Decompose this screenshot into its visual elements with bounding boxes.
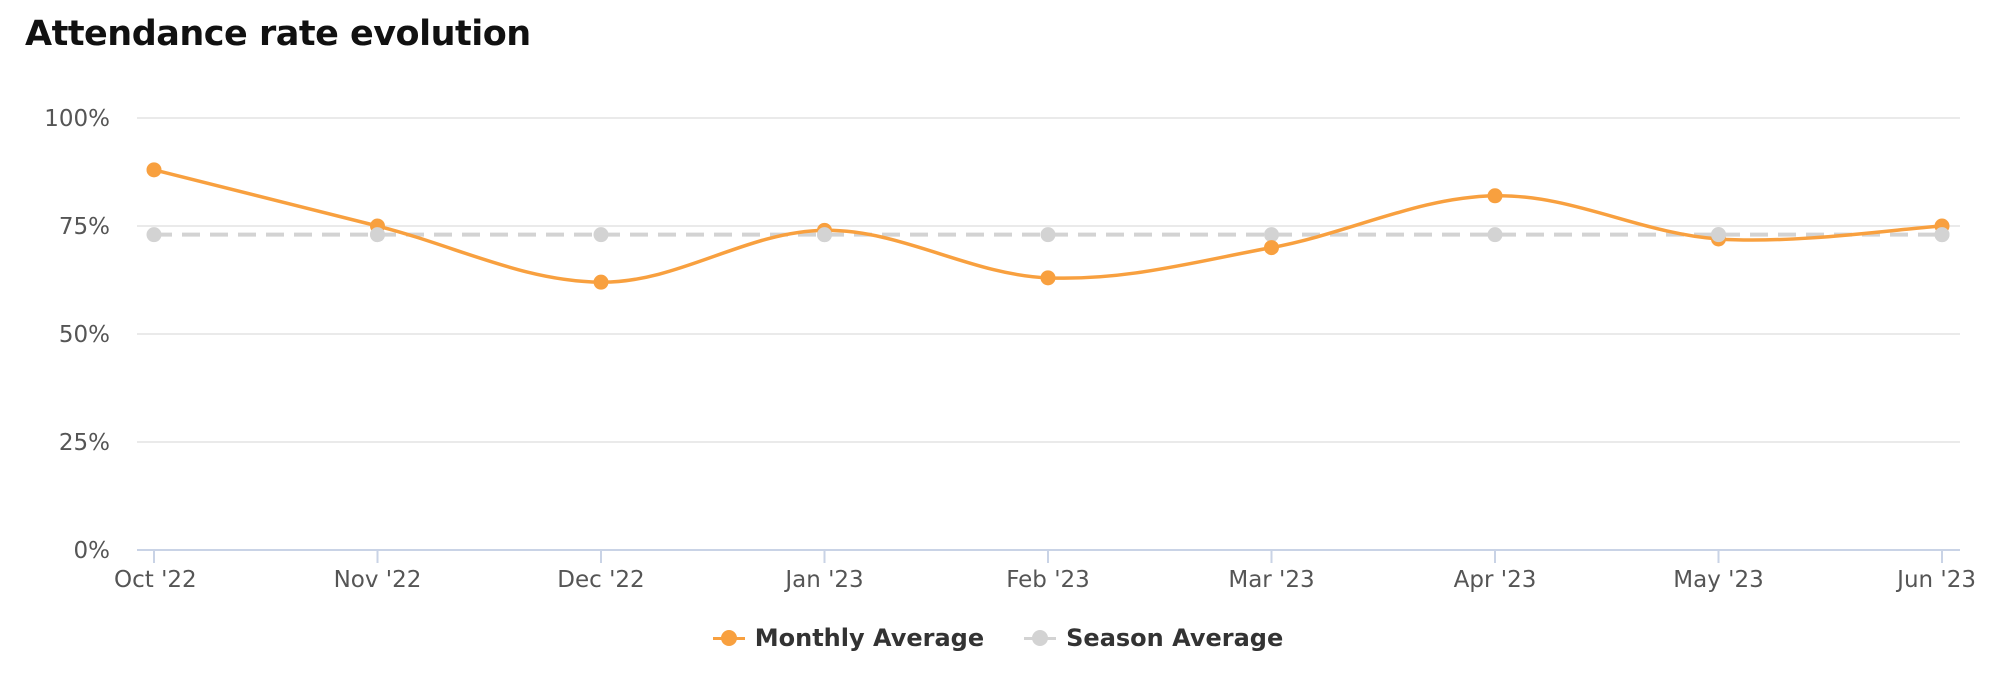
monthly-average-marker-icon <box>712 630 745 646</box>
legend-item-season-average[interactable]: Season Average <box>1024 624 1283 652</box>
x-tick-label: May '23 <box>1673 567 1763 593</box>
x-tick-label: Oct '22 <box>114 567 197 593</box>
monthly-average-point[interactable] <box>1264 240 1279 256</box>
season-average-point-overlay <box>1711 227 1726 243</box>
grid-lines <box>137 117 1960 443</box>
y-tick-label: 25% <box>59 430 110 456</box>
season-average-point-overlay <box>1934 227 1950 243</box>
y-tick-label: 75% <box>59 214 110 240</box>
season-average-point[interactable] <box>1264 227 1279 243</box>
attendance-line-chart: 0% 25% 50% 75% 100% Oct '22 Nov '22 Dec '22 Jan… <box>44 106 1976 593</box>
series-layer <box>146 162 1950 290</box>
season-average-point[interactable] <box>1487 227 1503 243</box>
season-average-point[interactable] <box>146 227 162 243</box>
season-average-point[interactable] <box>1040 227 1056 243</box>
monthly-average-point[interactable] <box>593 274 609 290</box>
x-tick-label: Dec '22 <box>557 567 644 593</box>
x-tick-label: Mar '23 <box>1228 567 1314 593</box>
x-axis: Oct '22 Nov '22 Dec '22 Jan '23 Feb '23 Mar '… <box>114 549 1976 593</box>
y-axis: 0% 25% 50% 75% 100% <box>44 106 110 564</box>
x-tick-label: Apr '23 <box>1454 567 1537 593</box>
x-tick-label: Jun '23 <box>1895 567 1976 593</box>
y-tick-label: 100% <box>44 106 110 132</box>
season-average-point-overlay <box>817 227 832 243</box>
x-tick-label: Jan '23 <box>783 567 863 593</box>
monthly-average-point[interactable] <box>1487 188 1503 204</box>
y-tick-label: 50% <box>59 322 110 348</box>
monthly-average-point[interactable] <box>146 162 162 178</box>
legend-item-monthly-average[interactable]: Monthly Average <box>712 624 985 652</box>
legend: Monthly Average Season Average <box>0 624 1996 652</box>
monthly-average-point[interactable] <box>1040 270 1056 286</box>
y-tick-label: 0% <box>74 538 111 564</box>
chart-title: Attendance rate evolution <box>25 14 531 54</box>
season-average-point[interactable] <box>593 227 609 243</box>
legend-label-season-average: Season Average <box>1066 624 1284 652</box>
season-average-point-overlay <box>370 227 385 243</box>
x-tick-label: Nov '22 <box>334 567 422 593</box>
legend-label-monthly-average: Monthly Average <box>754 624 985 652</box>
season-average-marker-icon <box>1024 630 1057 646</box>
x-tick-label: Feb '23 <box>1006 567 1090 593</box>
